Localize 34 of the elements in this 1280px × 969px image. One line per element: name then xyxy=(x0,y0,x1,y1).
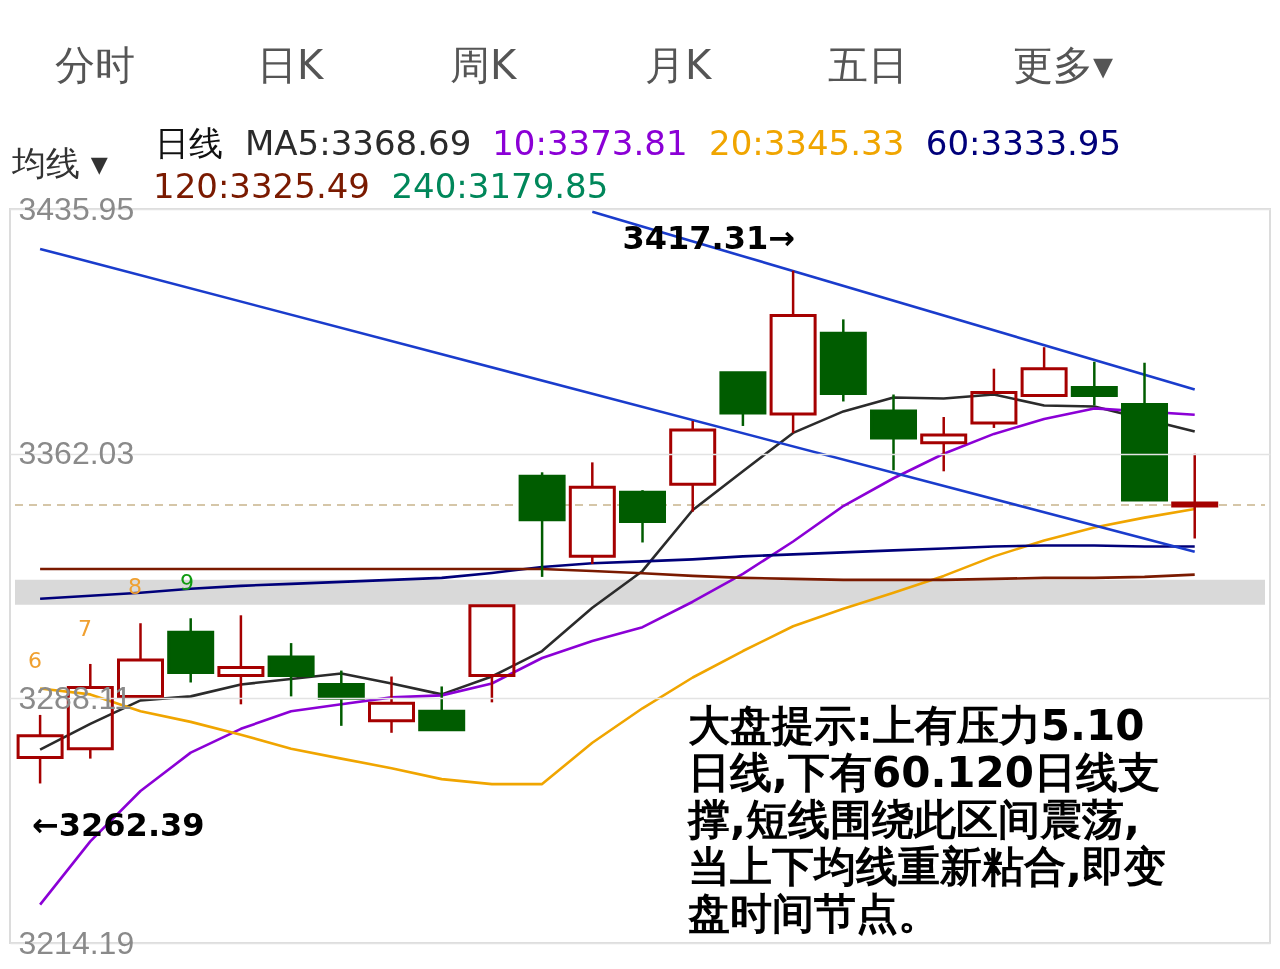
text: 五日 xyxy=(828,42,908,88)
text: 周K xyxy=(449,42,518,88)
text: 更多▾ xyxy=(1012,42,1114,88)
legend-label: 240:3179.85 xyxy=(391,166,609,206)
candlestick xyxy=(819,318,867,403)
candlestick xyxy=(1171,452,1219,540)
text: 分时 xyxy=(55,42,135,88)
candlestick xyxy=(317,669,365,728)
candlestick xyxy=(920,415,968,473)
text: 120:3325.49 xyxy=(153,166,370,206)
candlestick xyxy=(870,393,918,472)
text: 10:3373.81 xyxy=(492,123,688,163)
candlestick xyxy=(16,713,64,785)
annotation: 大盘提示:上有压力5.10日线,下有60.120日线支撑,短线围绕此区间震荡,当上下均线重新粘合,即变盘时间节点。 xyxy=(686,701,1166,938)
text: 日K xyxy=(256,42,325,88)
text: MA5:3368.69 xyxy=(245,123,472,163)
candlestick xyxy=(217,614,265,706)
legend-title: 日线 xyxy=(155,123,223,163)
candlestick xyxy=(1070,360,1118,407)
y-tick-label: 3435.95 xyxy=(18,190,135,227)
text: 均线 ▾ xyxy=(11,143,108,183)
candlestick xyxy=(167,617,215,684)
candlestick xyxy=(368,675,416,735)
candlestick xyxy=(769,269,817,435)
annotation: 6 xyxy=(28,648,42,673)
line-series xyxy=(38,544,1197,601)
y-tick-label: 3214.19 xyxy=(18,924,135,961)
text: 20:3345.33 xyxy=(709,123,905,163)
text: 月K xyxy=(644,42,713,88)
annotation: 7 xyxy=(78,616,92,641)
text: 60:3333.95 xyxy=(925,123,1122,163)
candlestick xyxy=(568,461,616,566)
candlestick xyxy=(669,419,717,513)
y-tick-label: 3362.03 xyxy=(18,435,135,472)
